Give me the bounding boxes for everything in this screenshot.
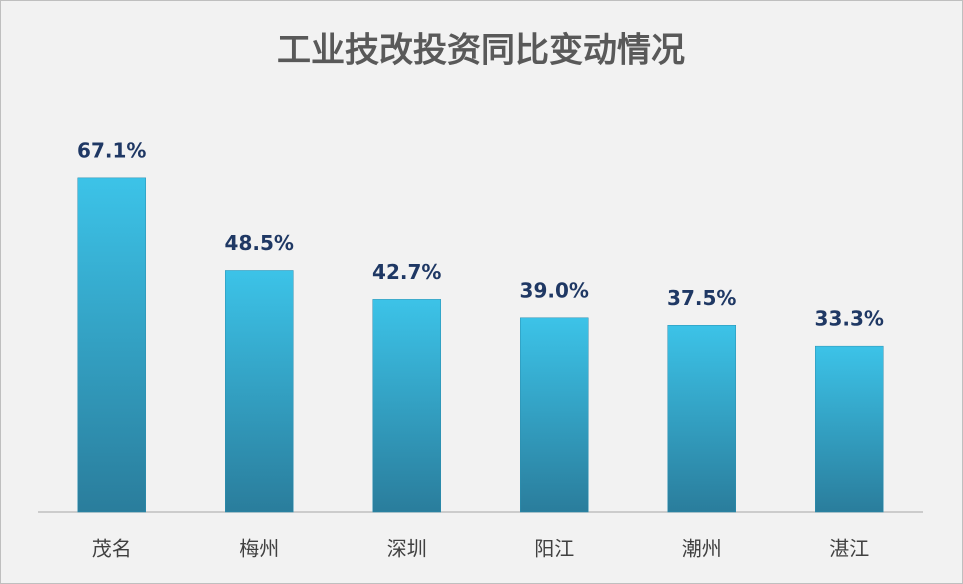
bar xyxy=(815,345,884,513)
bar xyxy=(225,270,294,513)
x-tick-label: 潮州 xyxy=(682,537,722,561)
chart-title: 工业技改投资同比变动情况 xyxy=(277,31,685,71)
bar xyxy=(667,325,736,513)
value-label: 48.5% xyxy=(225,231,294,255)
x-tick-label: 茂名 xyxy=(92,537,132,561)
value-label: 39.0% xyxy=(520,278,589,302)
value-label: 37.5% xyxy=(667,286,736,310)
x-tick-label: 深圳 xyxy=(387,537,427,561)
x-tick-label: 湛江 xyxy=(829,537,869,561)
value-label: 67.1% xyxy=(77,138,146,162)
bar xyxy=(520,317,589,513)
bar xyxy=(372,299,441,513)
value-label: 42.7% xyxy=(372,260,441,284)
x-tick-label: 梅州 xyxy=(239,537,279,561)
x-tick-label: 阳江 xyxy=(534,537,574,561)
value-label: 33.3% xyxy=(815,307,884,331)
bar xyxy=(77,177,146,513)
